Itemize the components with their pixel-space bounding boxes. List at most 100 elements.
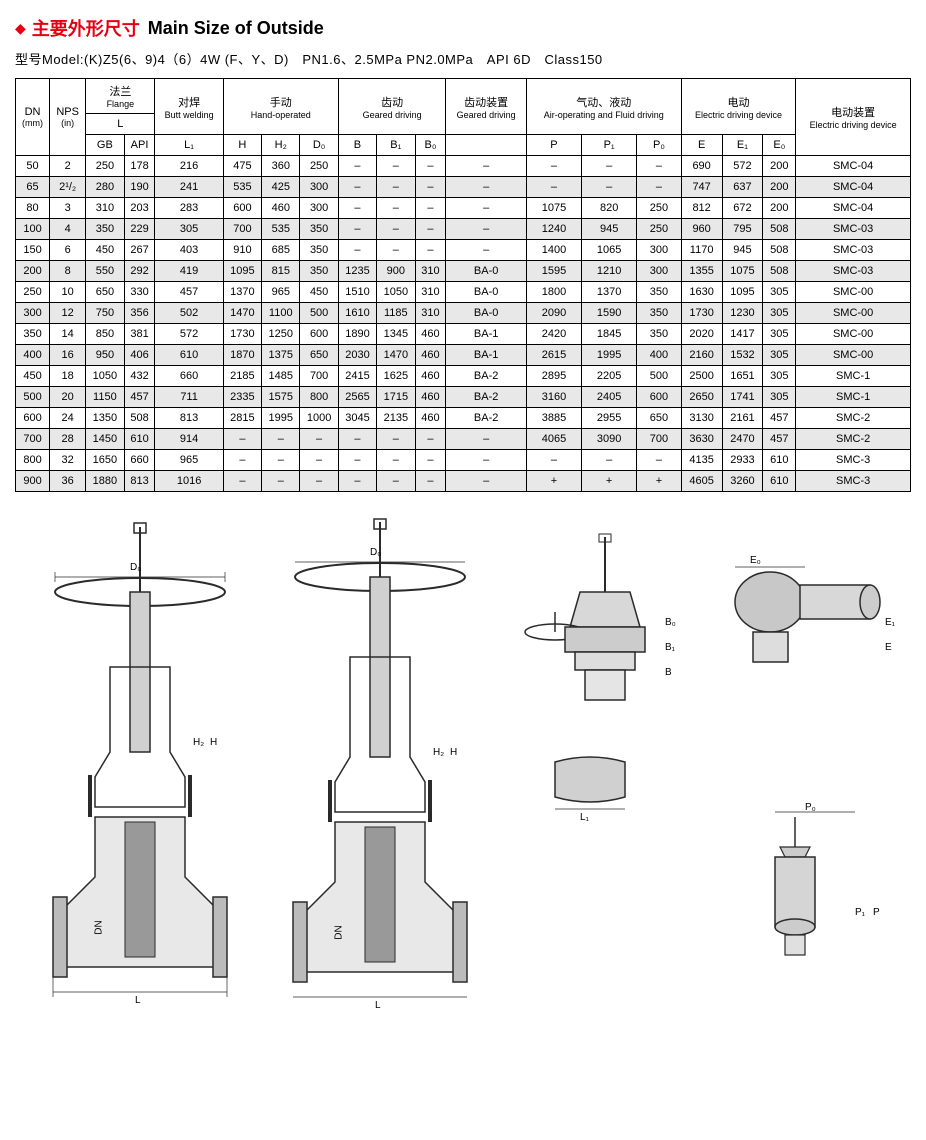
table-cell: 356: [124, 303, 155, 324]
table-cell: 1470: [377, 345, 415, 366]
table-cell: 250: [637, 198, 681, 219]
table-cell: SMC-04: [796, 156, 911, 177]
table-cell: 2420: [526, 324, 581, 345]
table-cell: 1075: [722, 261, 763, 282]
table-cell: 305: [763, 345, 796, 366]
table-cell: 2161: [722, 408, 763, 429]
table-cell: 2565: [338, 387, 376, 408]
table-body: 502250178216475360250–––––––690572200SMC…: [16, 156, 911, 492]
table-cell: +: [582, 471, 637, 492]
table-cell: 2415: [338, 366, 376, 387]
sub-e: E: [681, 135, 722, 156]
dim-dn-1: DN: [94, 920, 105, 934]
table-cell: 450: [16, 366, 50, 387]
table-cell: 1000: [300, 408, 338, 429]
dim-e0: E₀: [750, 555, 761, 566]
table-cell: 310: [415, 261, 446, 282]
table-cell: 300: [300, 198, 338, 219]
table-row: 350148503815721730125060018901345460BA-1…: [16, 324, 911, 345]
table-cell: –: [262, 429, 300, 450]
table-row: 60024135050881328151995100030452135460BA…: [16, 408, 911, 429]
table-cell: 310: [415, 303, 446, 324]
table-cell: SMC-04: [796, 177, 911, 198]
table-row: 803310203283600460300––––107582025081267…: [16, 198, 911, 219]
table-cell: 1230: [722, 303, 763, 324]
table-cell: 600: [223, 198, 261, 219]
table-cell: –: [223, 471, 261, 492]
table-cell: 3630: [681, 429, 722, 450]
table-cell: 1170: [681, 240, 722, 261]
table-cell: –: [415, 156, 446, 177]
col-electric: 电动Electric driving device: [681, 79, 796, 135]
sub-d0: D₀: [300, 135, 338, 156]
table-cell: 350: [300, 240, 338, 261]
table-cell: –: [338, 219, 376, 240]
table-cell: 1715: [377, 387, 415, 408]
table-cell: 1630: [681, 282, 722, 303]
title-english: Main Size of Outside: [148, 18, 324, 39]
butt-weld-drawing: [545, 747, 635, 817]
table-cell: 2335: [223, 387, 261, 408]
table-cell: 1485: [262, 366, 300, 387]
dim-e1: E₁: [885, 617, 895, 628]
table-cell: –: [415, 450, 446, 471]
table-cell: 450: [86, 240, 124, 261]
col-butt: 对焊Butt welding: [155, 79, 223, 135]
dim-l1: L₁: [580, 812, 589, 823]
table-cell: 283: [155, 198, 223, 219]
table-cell: 2090: [526, 303, 581, 324]
table-cell: 508: [763, 240, 796, 261]
table-cell: 685: [262, 240, 300, 261]
table-cell: 400: [16, 345, 50, 366]
table-cell: 36: [50, 471, 86, 492]
table-cell: 965: [262, 282, 300, 303]
table-cell: –: [446, 156, 526, 177]
table-cell: SMC-1: [796, 366, 911, 387]
dim-b0: B₀: [665, 617, 676, 628]
table-cell: 2955: [582, 408, 637, 429]
table-cell: SMC-1: [796, 387, 911, 408]
dim-dn-2: DN: [334, 925, 345, 939]
sub-h2: H₂: [262, 135, 300, 156]
title-chinese: 主要外形尺寸: [32, 15, 140, 41]
table-cell: 300: [637, 261, 681, 282]
table-cell: 50: [16, 156, 50, 177]
table-cell: –: [637, 450, 681, 471]
table-cell: 1016: [155, 471, 223, 492]
table-cell: –: [377, 450, 415, 471]
table-cell: 600: [300, 324, 338, 345]
table-cell: 795: [722, 219, 763, 240]
table-cell: 1350: [86, 408, 124, 429]
table-cell: 800: [300, 387, 338, 408]
table-cell: 813: [124, 471, 155, 492]
table-cell: –: [262, 471, 300, 492]
table-cell: 3260: [722, 471, 763, 492]
sub-p0: P₀: [637, 135, 681, 156]
table-cell: 250: [637, 219, 681, 240]
table-cell: 2650: [681, 387, 722, 408]
col-hand: 手动Hand-operated: [223, 79, 338, 135]
table-cell: 1417: [722, 324, 763, 345]
table-cell: 450: [300, 282, 338, 303]
table-cell: –: [377, 177, 415, 198]
table-cell: +: [637, 471, 681, 492]
table-cell: 2: [50, 156, 86, 177]
table-cell: 1150: [86, 387, 124, 408]
table-row: 200855029241910958153501235900310BA-0159…: [16, 261, 911, 282]
table-cell: SMC-03: [796, 219, 911, 240]
table-cell: 1800: [526, 282, 581, 303]
table-cell: SMC-00: [796, 345, 911, 366]
table-cell: 4135: [681, 450, 722, 471]
geared-actuator-drawing: [515, 532, 685, 712]
table-cell: 1370: [582, 282, 637, 303]
table-cell: 4065: [526, 429, 581, 450]
table-cell: –: [338, 198, 376, 219]
table-cell: 300: [637, 240, 681, 261]
table-cell: 1095: [722, 282, 763, 303]
table-cell: 914: [155, 429, 223, 450]
table-cell: 250: [300, 156, 338, 177]
table-cell: 2895: [526, 366, 581, 387]
table-cell: –: [415, 471, 446, 492]
table-cell: –: [446, 177, 526, 198]
table-cell: 1185: [377, 303, 415, 324]
